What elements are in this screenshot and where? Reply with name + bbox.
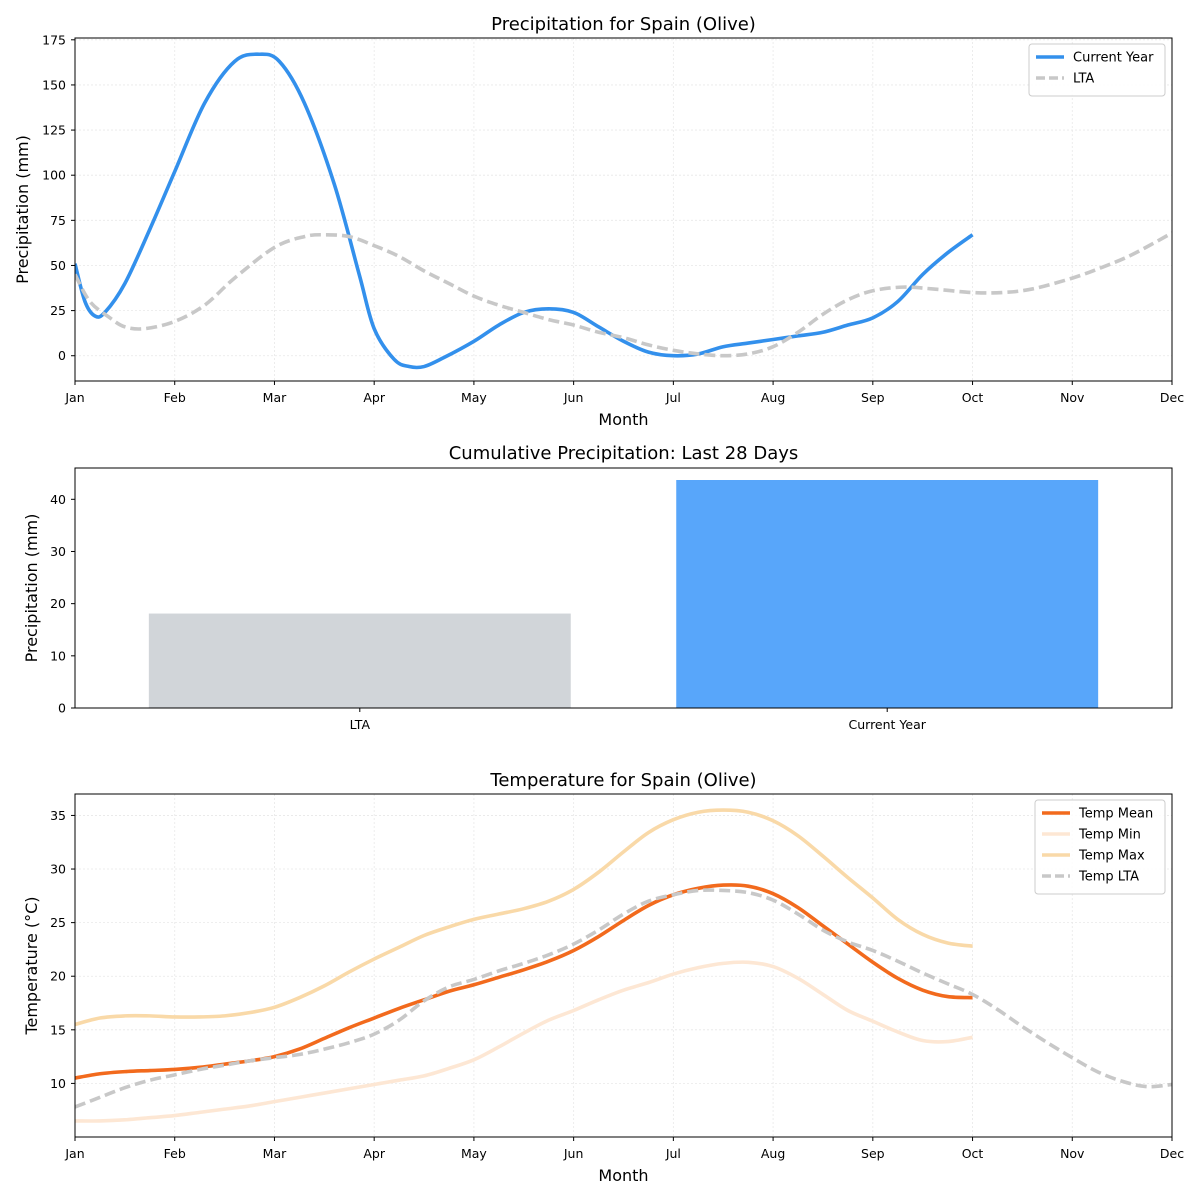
- chart2-ytick-label-35: 35: [50, 808, 66, 823]
- chart1-ytick-label-40: 40: [50, 492, 66, 507]
- chart2-legend: Temp Mean Temp Min Temp Max Temp LTA: [1034, 799, 1166, 895]
- chart0-xtick-label-feb: Feb: [164, 390, 186, 405]
- chart0-legend: Current Year LTA: [1028, 43, 1166, 97]
- chart0-series-lta-line: [75, 231, 1172, 358]
- chart2-xtick-label-feb: Feb: [164, 1146, 186, 1161]
- chart2-xtick-label-oct: Oct: [962, 1146, 984, 1161]
- chart1-ytick-label-0: 0: [58, 701, 66, 716]
- chart2-xtick-label-mar: Mar: [263, 1146, 287, 1161]
- chart2-series-temp-lta-line: [75, 888, 1172, 1109]
- chart0-xtick-label-jun: Jun: [563, 390, 584, 405]
- chart2-y-axis-label: Temperature (°C): [22, 896, 41, 1035]
- chart0-ytick-label-50: 50: [50, 258, 66, 273]
- chart0-title: Precipitation for Spain (Olive): [491, 14, 756, 35]
- chart0-legend-label-lta: LTA: [1073, 72, 1094, 87]
- chart0-xtick-label-may: May: [461, 390, 487, 405]
- chart2-series-temp-max-line: [75, 808, 973, 1027]
- chart2-xtick-label-nov: Nov: [1060, 1146, 1085, 1161]
- chart2-title: Temperature for Spain (Olive): [489, 770, 756, 791]
- chart2-xtick-label-apr: Apr: [363, 1146, 385, 1161]
- chart0-ytick-label-75: 75: [50, 213, 66, 228]
- chart0-ytick-label-125: 125: [42, 123, 66, 138]
- chart2-ytick-label-10: 10: [50, 1076, 66, 1091]
- chart1-title: Cumulative Precipitation: Last 28 Days: [449, 443, 799, 464]
- chart2-ytick-label-15: 15: [50, 1022, 66, 1037]
- chart0-xtick-label-jan: Jan: [64, 390, 84, 405]
- chart1-category-label-lta: LTA: [350, 717, 371, 732]
- chart1-plot-frame: [74, 467, 1173, 709]
- chart0-y-axis-label: Precipitation (mm): [13, 135, 32, 284]
- chart0-xtick-label-mar: Mar: [263, 390, 287, 405]
- chart0-ytick-label-150: 150: [42, 77, 66, 92]
- chart2-xtick-label-jan: Jan: [64, 1146, 84, 1161]
- chart0-xtick-label-nov: Nov: [1060, 390, 1085, 405]
- chart2-xtick-label-aug: Aug: [761, 1146, 785, 1161]
- chart2-xtick-label-jun: Jun: [563, 1146, 584, 1161]
- chart2-ytick-label-25: 25: [50, 915, 66, 930]
- chart2-plot-frame: [74, 793, 1173, 1138]
- chart1-bar-current-year: [676, 480, 1099, 708]
- chart2-legend-box: [1034, 799, 1166, 895]
- chart0-ytick-label-25: 25: [50, 303, 66, 318]
- chart0-ytick-label-175: 175: [42, 32, 66, 47]
- chart1-ytick-label-30: 30: [50, 544, 66, 559]
- chart1-ytick-label-20: 20: [50, 596, 66, 611]
- chart2-xtick-label-may: May: [461, 1146, 487, 1161]
- chart2-xtick-label-jul: Jul: [665, 1146, 681, 1161]
- chart2-ytick-label-20: 20: [50, 969, 66, 984]
- chart2-ytick-label-30: 30: [50, 862, 66, 877]
- chart1-category-label-current-year: Current Year: [849, 717, 927, 732]
- chart0-ytick-label-0: 0: [58, 348, 66, 363]
- chart2-series-temp-mean-line: [75, 883, 973, 1080]
- chart0-xtick-label-sep: Sep: [861, 390, 885, 405]
- chart2-legend-label-temp-min: Temp Min: [1078, 828, 1141, 843]
- chart1-bar-lta: [148, 613, 571, 708]
- chart1-y-axis-label: Precipitation (mm): [22, 514, 41, 663]
- chart0-ytick-label-100: 100: [42, 168, 66, 183]
- chart0-xtick-label-dec: Dec: [1160, 390, 1184, 405]
- chart0-xtick-label-oct: Oct: [962, 390, 984, 405]
- chart2-series-temp-min-line: [75, 960, 973, 1123]
- chart0-x-axis-label: Month: [598, 410, 648, 429]
- chart2-legend-label-temp-lta: Temp LTA: [1078, 870, 1139, 885]
- chart2-xtick-label-dec: Dec: [1160, 1146, 1184, 1161]
- chart2-legend-label-temp-mean: Temp Mean: [1078, 807, 1153, 822]
- chart0-legend-label-current-year: Current Year: [1073, 51, 1154, 66]
- chart2-xtick-label-sep: Sep: [861, 1146, 885, 1161]
- chart0-series-current-year-line: [75, 52, 974, 370]
- chart2-x-axis-label: Month: [598, 1166, 648, 1185]
- chart0-xtick-label-jul: Jul: [665, 390, 681, 405]
- chart1-ytick-label-10: 10: [50, 648, 66, 663]
- chart0-xtick-label-apr: Apr: [363, 390, 385, 405]
- chart0-xtick-label-aug: Aug: [761, 390, 785, 405]
- chart2-legend-label-temp-max: Temp Max: [1078, 849, 1145, 864]
- chart0-plot-frame: [74, 37, 1173, 382]
